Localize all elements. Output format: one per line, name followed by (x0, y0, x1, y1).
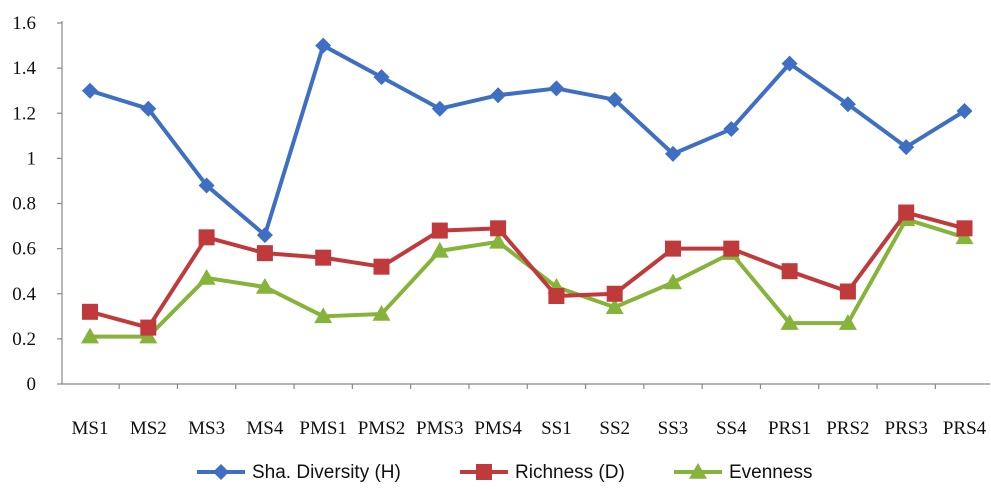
data-point (839, 283, 856, 300)
x-tick-label: MS3 (188, 418, 225, 439)
data-point (490, 87, 507, 104)
x-tick-label: PRS1 (768, 418, 811, 439)
data-point (198, 229, 215, 246)
data-point (664, 273, 682, 290)
series-square (82, 204, 973, 336)
y-tick-label: 1.4 (12, 58, 36, 79)
data-point (140, 100, 157, 117)
x-tick-label: MS1 (72, 418, 109, 439)
series-layer (81, 37, 974, 344)
data-point (373, 69, 390, 86)
y-tick-label: 1.2 (12, 103, 36, 124)
legend-label: Sha. Diversity (H) (252, 462, 401, 483)
data-point (838, 314, 857, 330)
data-point (197, 268, 216, 285)
data-point (372, 305, 391, 321)
data-point (898, 204, 915, 221)
data-point (255, 277, 274, 294)
data-point (81, 327, 99, 344)
legend-marker (476, 464, 492, 480)
data-point (606, 285, 623, 302)
data-point (431, 222, 448, 239)
data-point (665, 240, 681, 257)
axes (61, 21, 990, 385)
data-point (82, 303, 98, 320)
legend-label: Richness (D) (515, 462, 625, 483)
x-tick-label: PMS1 (299, 418, 347, 439)
data-point (548, 288, 565, 305)
x-tick-label: MS4 (246, 418, 283, 439)
data-point (430, 241, 449, 258)
x-tick-label: SS4 (716, 418, 747, 439)
data-point (781, 55, 798, 72)
data-point (781, 263, 798, 280)
x-tick-labels: MS1 MS2 MS3 MS4 PMS1 PMS2 PMS3 PMS4 SS1 SS2 SS3 SS4… (72, 384, 987, 439)
data-point (314, 307, 333, 324)
series-triangle (81, 210, 974, 344)
data-point (606, 91, 623, 108)
y-tick-label: 0.2 (12, 329, 36, 350)
x-tick-label: SS3 (658, 418, 689, 439)
data-point (723, 121, 740, 138)
y-tick-label: 0.8 (12, 194, 36, 215)
data-point (898, 139, 915, 156)
data-point (256, 227, 273, 244)
data-point (82, 82, 98, 99)
y-tick-label: 0 (27, 374, 37, 395)
x-tick-label: PRS4 (943, 418, 987, 439)
data-point (839, 96, 856, 113)
legend-label: Evenness (729, 462, 812, 483)
data-point (490, 220, 507, 237)
y-tick-labels: 0 0.2 0.4 0.6 0.8 1 1.2 1.4 1.6 (12, 13, 62, 395)
data-point (489, 232, 508, 249)
data-point (548, 80, 565, 97)
y-tick-label: 1.6 (12, 13, 36, 34)
x-tick-label: PRS3 (885, 418, 928, 439)
y-tick-label: 1 (27, 148, 37, 169)
data-point (198, 177, 215, 194)
data-point (315, 37, 332, 54)
data-point (140, 319, 157, 336)
data-point (723, 240, 740, 257)
x-tick-label: PRS2 (826, 418, 869, 439)
legend-item: Richness (D) (460, 462, 625, 483)
data-point (431, 100, 448, 117)
legend-marker (213, 464, 229, 480)
x-tick-label: PMS3 (416, 418, 464, 439)
series-line (89, 43, 966, 238)
series-line (90, 217, 966, 339)
legend-item: Evenness (674, 462, 812, 483)
data-point (256, 245, 273, 262)
x-tick-label: PMS2 (358, 418, 406, 439)
data-point (780, 314, 799, 330)
y-tick-label: 0.4 (12, 284, 36, 305)
x-tick-label: SS1 (541, 418, 572, 439)
x-tick-label: PMS4 (474, 418, 522, 439)
series-diamond (82, 37, 973, 244)
x-tick-label: MS2 (130, 418, 167, 439)
data-point (665, 145, 681, 162)
legend-marker (689, 463, 707, 479)
data-point (605, 298, 624, 315)
data-point (956, 220, 973, 237)
data-point (315, 249, 332, 266)
data-point (956, 102, 973, 119)
y-tick-label: 0.6 (12, 239, 36, 260)
legend: Sha. Diversity (H) Richness (D) Evenness (197, 462, 812, 483)
legend-item: Sha. Diversity (H) (197, 462, 401, 483)
x-tick-label: SS2 (599, 418, 630, 439)
series-line (89, 210, 966, 330)
data-point (373, 258, 390, 275)
